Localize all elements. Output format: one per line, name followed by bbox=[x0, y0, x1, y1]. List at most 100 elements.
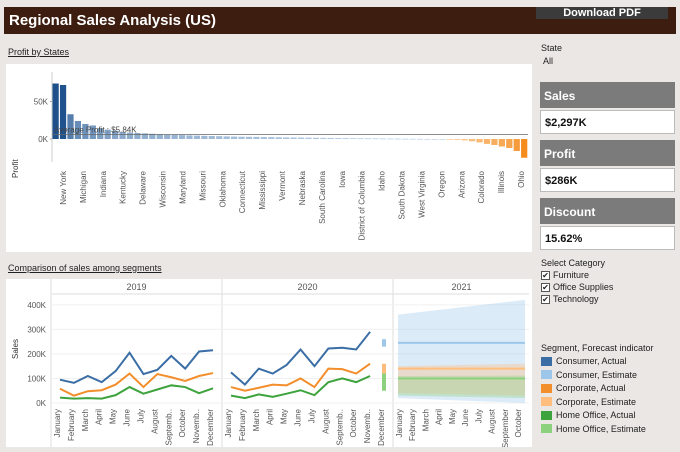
state-tick-label: District of Columbia bbox=[358, 170, 367, 240]
checkbox-technology[interactable]: ✔ bbox=[541, 294, 550, 304]
profit-bar bbox=[439, 138, 446, 140]
state-tick-label: Wisconsin bbox=[159, 171, 168, 207]
state-tick-label: Mississippi bbox=[258, 171, 267, 210]
state-tick-label: Maryland bbox=[178, 171, 187, 204]
month-tick-label: January bbox=[395, 409, 404, 437]
profit-bar bbox=[67, 114, 74, 139]
state-tick-label: South Carolina bbox=[318, 170, 327, 223]
month-tick-label: June bbox=[294, 408, 303, 426]
profit-bar bbox=[193, 135, 201, 139]
profit-bar bbox=[253, 136, 260, 139]
profit-bar bbox=[312, 137, 320, 139]
month-tick-label: December bbox=[377, 409, 386, 446]
profit-bar bbox=[320, 137, 327, 139]
sales-tick-label: 0K bbox=[36, 399, 46, 408]
month-tick-label: May bbox=[280, 409, 289, 424]
legend-item[interactable]: Consumer, Estimate bbox=[541, 370, 637, 380]
month-tick-label: April bbox=[266, 409, 275, 425]
profit-kpi-value: $286K bbox=[540, 168, 675, 192]
profit-bar bbox=[223, 136, 230, 139]
segments-chart-panel: Sales 2019 2020 2021 400K 300K 200K 100K 0K Janu… bbox=[6, 279, 532, 448]
estimate-stub bbox=[382, 339, 386, 347]
profit-bar bbox=[416, 138, 424, 140]
profit-axis-label: Profit bbox=[11, 159, 20, 178]
profit-bar bbox=[97, 128, 104, 139]
month-tick-label: August bbox=[488, 408, 497, 434]
category-filter-label: Select Category bbox=[541, 258, 606, 268]
profit-bar bbox=[89, 125, 96, 139]
month-tick-label: October bbox=[349, 409, 358, 438]
profit-bar bbox=[290, 137, 297, 139]
profit-bar bbox=[245, 136, 253, 139]
category-technology[interactable]: ✔ Technology bbox=[541, 294, 599, 304]
month-tick-label: April bbox=[435, 409, 444, 425]
consumer-estimate-band bbox=[398, 299, 525, 403]
state-filter-label: State bbox=[541, 43, 563, 53]
profit-bar bbox=[238, 136, 245, 139]
state-tick-label: New York bbox=[59, 170, 68, 205]
profit-tick-label: 50K bbox=[34, 98, 49, 107]
profit-bar bbox=[424, 138, 431, 140]
download-pdf-button[interactable]: Download PDF bbox=[536, 7, 668, 19]
profit-bar bbox=[402, 138, 409, 140]
legend-item[interactable]: Corporate, Actual bbox=[541, 383, 626, 393]
legend-item[interactable]: Home Office, Actual bbox=[541, 410, 635, 420]
month-tick-label: February bbox=[408, 409, 417, 441]
legend-item[interactable]: Consumer, Actual bbox=[541, 356, 627, 366]
legend-title: Segment, Forecast indicator bbox=[541, 343, 654, 353]
category-furniture[interactable]: ✔ Furniture bbox=[541, 270, 590, 280]
profit-bar bbox=[461, 139, 468, 141]
corporate-estimate-band bbox=[398, 363, 525, 396]
homeoffice-estimate-band bbox=[398, 375, 525, 399]
legend-item[interactable]: Corporate, Estimate bbox=[541, 397, 636, 407]
state-tick-label: Kentucky bbox=[119, 171, 128, 204]
profit-bar bbox=[275, 137, 282, 139]
month-tick-label: Novemb.. bbox=[363, 409, 372, 443]
profit-kpi-header: Profit bbox=[540, 140, 675, 166]
checkbox-furniture[interactable]: ✔ bbox=[541, 270, 550, 280]
series-line-2020 bbox=[230, 375, 371, 400]
month-tick-label: Novemb.. bbox=[192, 409, 201, 443]
profit-bar bbox=[476, 139, 483, 143]
sales-kpi-header: Sales bbox=[540, 82, 675, 108]
legend-label: Corporate, Estimate bbox=[556, 396, 637, 407]
legend-label: Home Office, Estimate bbox=[556, 423, 646, 434]
year-header: 2019 bbox=[126, 282, 146, 292]
state-filter-value[interactable]: All bbox=[543, 56, 554, 66]
profit-bar bbox=[342, 138, 349, 139]
month-tick-label: January bbox=[53, 409, 62, 437]
profit-bar bbox=[372, 138, 379, 140]
year-header: 2020 bbox=[297, 282, 317, 292]
profit-bar bbox=[409, 138, 416, 140]
state-tick-label: Colorado bbox=[477, 170, 486, 203]
profit-bar bbox=[119, 131, 126, 139]
checkbox-office-supplies[interactable]: ✔ bbox=[541, 282, 550, 292]
state-tick-label: Delaware bbox=[139, 170, 148, 204]
series-line-2019 bbox=[59, 349, 214, 384]
profit-bar bbox=[513, 139, 520, 151]
profit-bar bbox=[216, 136, 223, 139]
profit-bar bbox=[186, 135, 193, 139]
profit-bar bbox=[394, 138, 401, 140]
profit-bar bbox=[231, 136, 238, 139]
month-tick-label: June bbox=[123, 408, 132, 426]
month-tick-label: May bbox=[109, 409, 118, 424]
legend-item[interactable]: Home Office, Estimate bbox=[541, 424, 646, 434]
state-tick-label: Missouri bbox=[198, 171, 207, 201]
month-tick-label: January bbox=[224, 409, 233, 437]
state-tick-label: Nebraska bbox=[298, 170, 307, 205]
state-tick-label: Indiana bbox=[99, 170, 108, 197]
month-tick-label: August bbox=[150, 408, 159, 434]
legend-swatch bbox=[541, 424, 552, 433]
series-line-2020 bbox=[230, 362, 371, 392]
month-tick-label: March bbox=[81, 409, 90, 431]
profit-by-states-title: Profit by States bbox=[8, 47, 70, 57]
profit-bar bbox=[297, 137, 305, 139]
category-office-supplies[interactable]: ✔ Office Supplies bbox=[541, 282, 614, 292]
profit-bar bbox=[379, 138, 386, 140]
discount-kpi-header: Discount bbox=[540, 198, 675, 224]
legend-swatch bbox=[541, 356, 552, 366]
state-tick-label: Vermont bbox=[278, 170, 287, 201]
segments-line-chart: Sales 2019 2020 2021 400K 300K 200K 100K 0K Janu… bbox=[11, 279, 529, 448]
legend-label: Consumer, Estimate bbox=[556, 369, 638, 380]
